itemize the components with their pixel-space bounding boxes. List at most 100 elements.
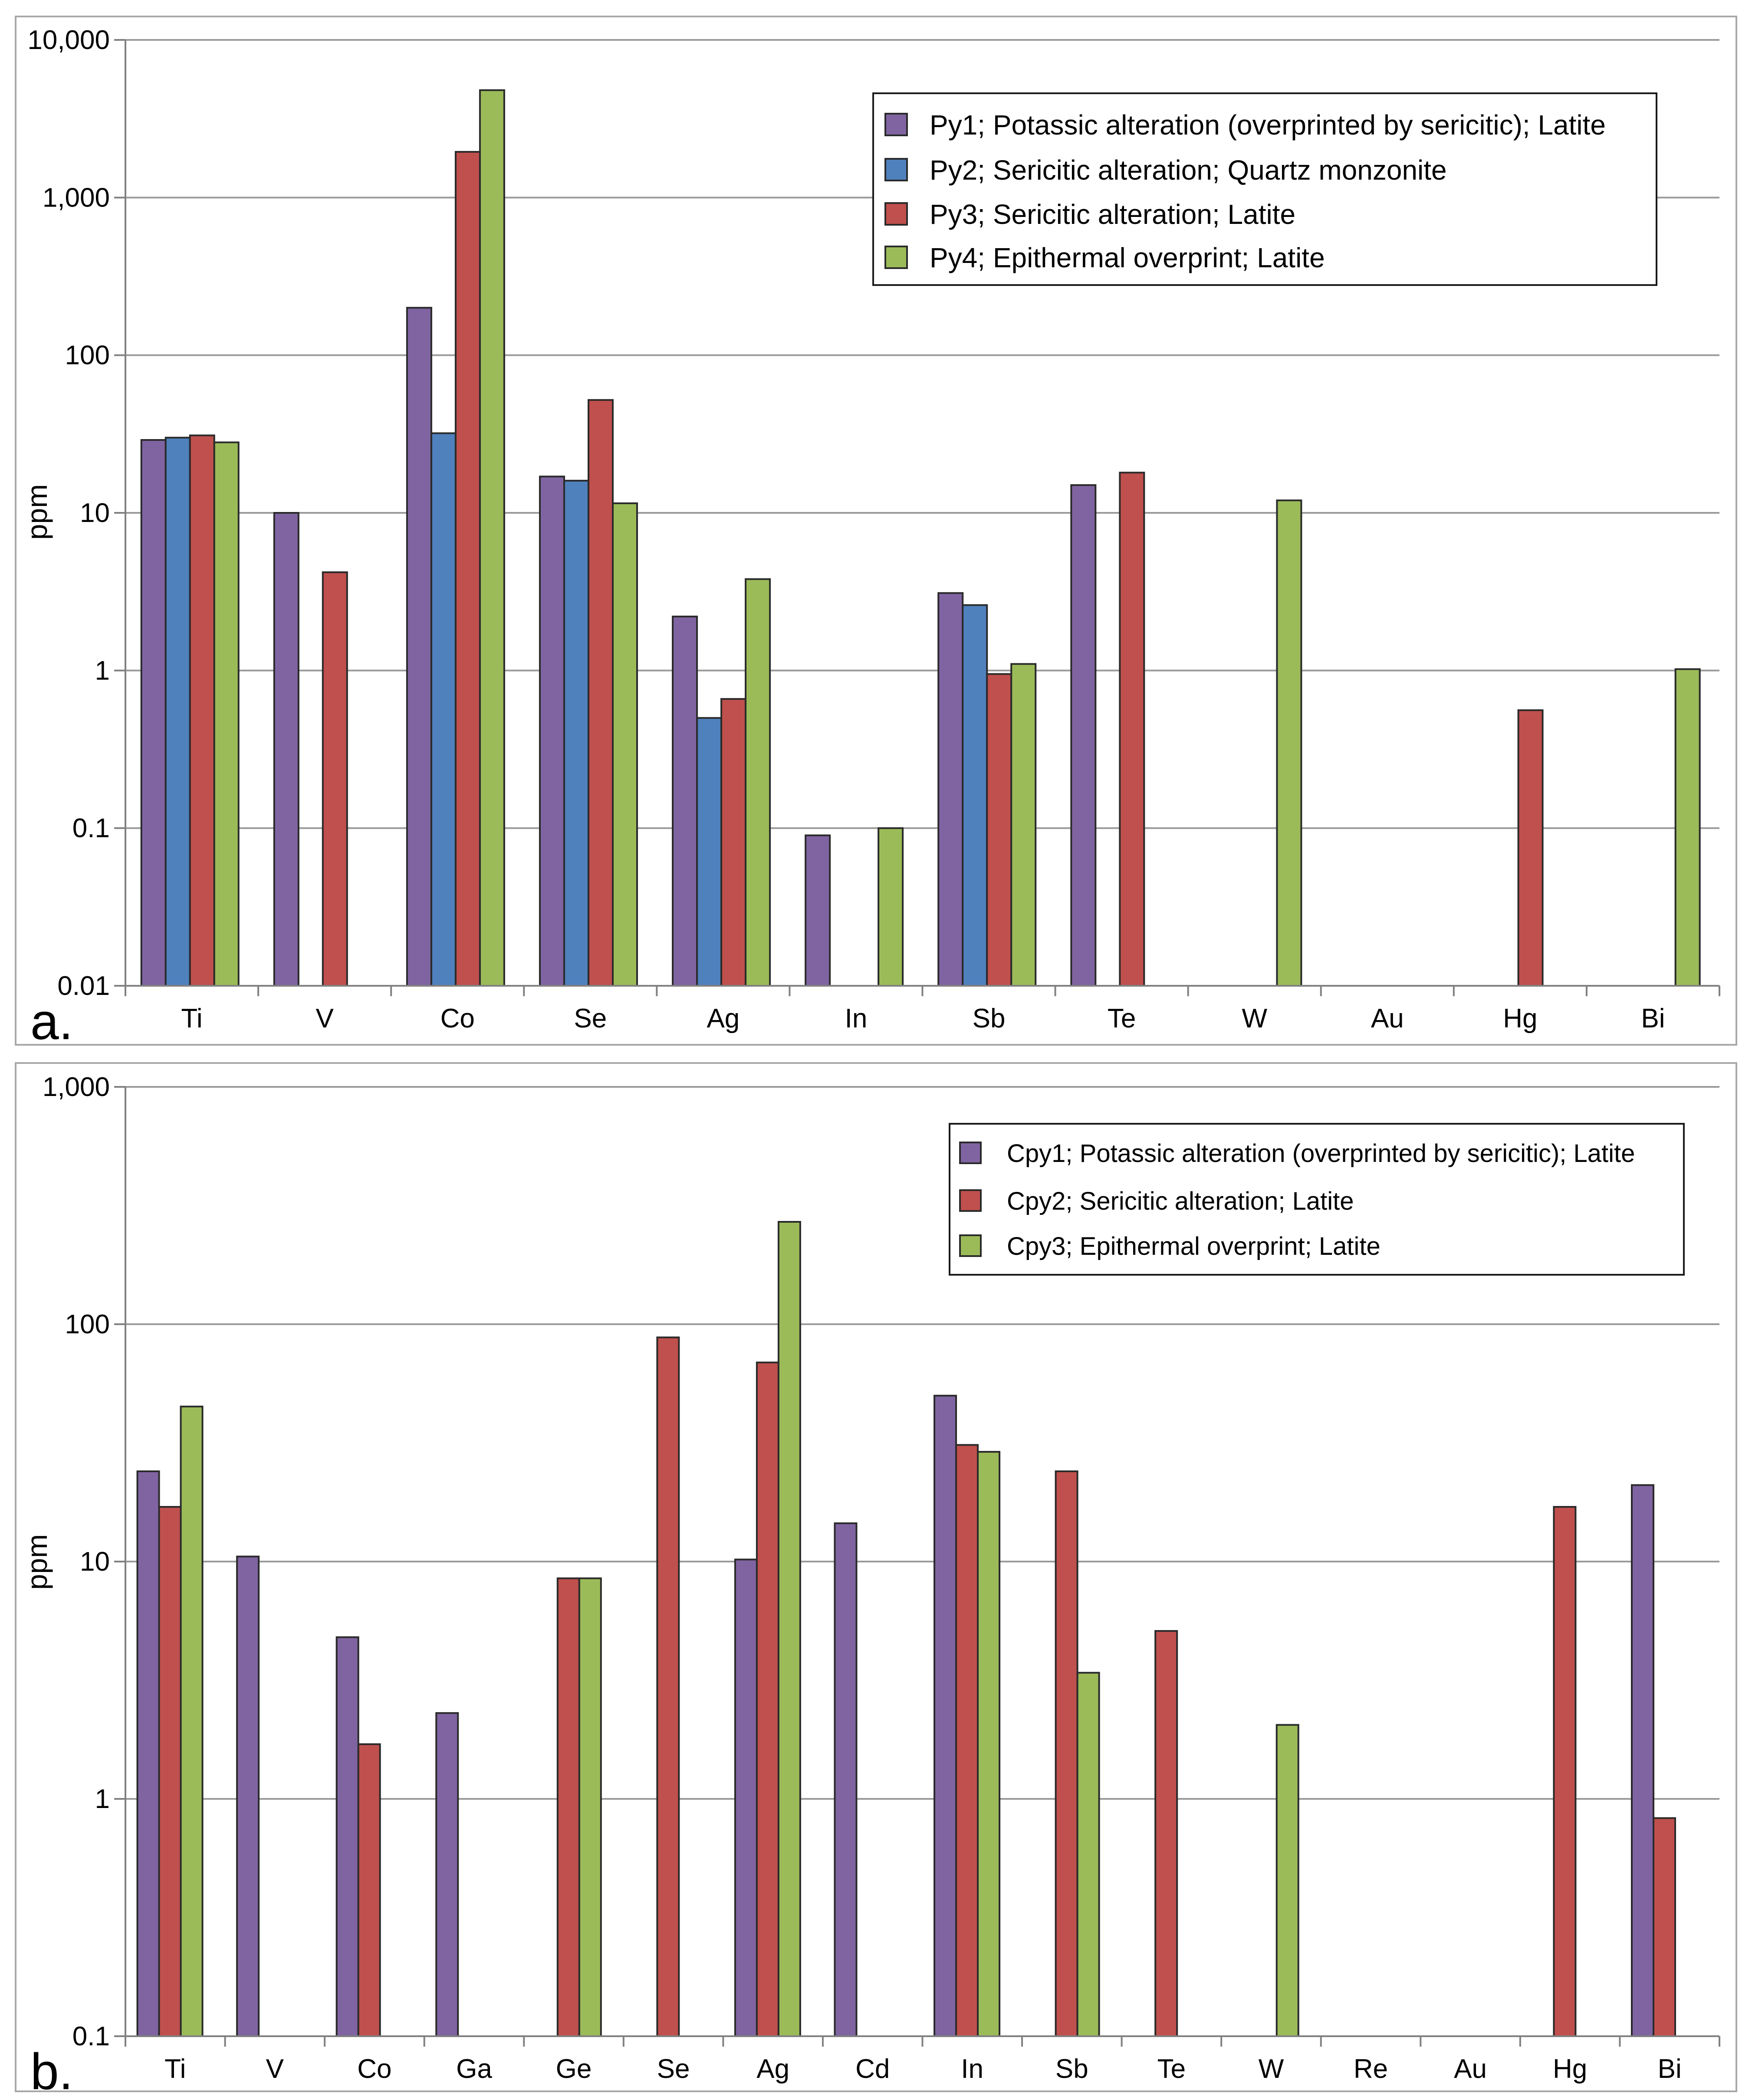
legend-swatch-py3 xyxy=(884,202,908,226)
bar-ag-s1 xyxy=(734,1559,758,2037)
bar-in-s1 xyxy=(934,1395,957,2037)
legend-label-cpy2: Cpy2; Sericitic alteration; Latite xyxy=(1007,1187,1354,1215)
x-tick-label-te: Te xyxy=(1108,1004,1136,1034)
x-tick-label-sb: Sb xyxy=(1055,2054,1088,2084)
panel-a-legend-frame xyxy=(872,92,1657,286)
bar-sb-s1 xyxy=(937,592,964,987)
bar-ag-s1 xyxy=(672,615,698,987)
legend-label-cpy3: Cpy3; Epithermal overprint; Latite xyxy=(1007,1232,1381,1260)
panel-b-y-axis-title: ppm xyxy=(21,1534,53,1590)
bar-sb-s2 xyxy=(1055,1470,1078,2037)
bar-v-s1 xyxy=(236,1555,260,2037)
panel-b: 0.1 1 10 100 1,000 Ti V Co Ga Ge Se Ag Cd In Sb Te W Re A… xyxy=(15,1062,1737,2100)
legend-swatch-py1 xyxy=(884,113,908,136)
x-tick-label-hg: Hg xyxy=(1503,1004,1537,1034)
panel-b-xticks: Ti V Co Ga Ge Se Ag Cd In Sb Te W Re Au Hg Bi xyxy=(164,2054,1682,2084)
y-tick-label: 10,000 xyxy=(27,25,110,55)
x-tick-label-hg: Hg xyxy=(1553,2054,1587,2084)
bar-ag-s2 xyxy=(696,717,723,987)
x-tick-label-w: W xyxy=(1259,2054,1284,2084)
bar-co-s4 xyxy=(479,89,505,987)
bar-hg-s2 xyxy=(1553,1506,1577,2037)
legend-swatch-cpy3 xyxy=(959,1234,982,1257)
bar-ga-s1 xyxy=(435,1712,459,2037)
bar-bi-s4 xyxy=(1674,668,1701,987)
bar-sb-s3 xyxy=(986,673,1012,987)
bar-co-s1 xyxy=(406,307,432,987)
x-tick-label-ti: Ti xyxy=(181,1004,202,1034)
legend-swatch-py2 xyxy=(884,158,908,181)
legend-swatch-cpy2 xyxy=(959,1189,982,1212)
x-tick-label-te: Te xyxy=(1157,2054,1186,2084)
x-tick-label-in: In xyxy=(961,2054,983,2084)
x-tick-label-re: Re xyxy=(1354,2054,1388,2084)
x-tick-label-ga: Ga xyxy=(456,2054,492,2084)
x-tick-label-ti: Ti xyxy=(164,2054,186,2084)
x-tick-label-co: Co xyxy=(440,1004,475,1034)
x-tick-label-w: W xyxy=(1242,1004,1267,1034)
bar-bi-s2 xyxy=(1652,1817,1676,2037)
bar-se-s1 xyxy=(539,476,565,987)
bar-ti-s4 xyxy=(213,441,240,987)
panel-b-bars xyxy=(136,1221,1676,2038)
legend-label-cpy1: Cpy1; Potassic alteration (overprinted b… xyxy=(1007,1139,1635,1168)
bar-te-s3 xyxy=(1119,472,1145,987)
x-tick-label-ag: Ag xyxy=(707,1004,740,1034)
bar-in-s4 xyxy=(878,827,904,987)
bar-se-s3 xyxy=(587,399,614,987)
x-tick-label-in: In xyxy=(845,1004,868,1034)
bar-ag-s4 xyxy=(745,578,771,987)
y-tick-label: 100 xyxy=(65,1309,110,1339)
bar-ag-s2 xyxy=(756,1362,779,2038)
panel-b-legend: Cpy1; Potassic alteration (overprinted b… xyxy=(949,1123,1685,1276)
panel-b-label: b. xyxy=(30,2043,73,2100)
legend-swatch-py4 xyxy=(884,246,908,269)
bar-v-s3 xyxy=(322,571,348,987)
legend-label-py4: Py4; Epithermal overprint; Latite xyxy=(930,242,1325,273)
bar-in-s2 xyxy=(955,1444,979,2037)
bar-sb-s3 xyxy=(1076,1672,1100,2037)
bar-v-s1 xyxy=(273,512,299,987)
bar-sb-s2 xyxy=(962,604,988,987)
bar-sb-s4 xyxy=(1010,663,1037,987)
bar-co-s3 xyxy=(454,151,481,987)
bar-se-s2 xyxy=(563,479,589,987)
x-tick-label-au: Au xyxy=(1454,2054,1487,2084)
x-tick-label-v: V xyxy=(266,2054,284,2084)
panel-a-axes xyxy=(114,39,1720,996)
bar-in-s3 xyxy=(977,1451,1001,2038)
bar-ag-s3 xyxy=(720,698,747,987)
bar-se-s2 xyxy=(656,1336,680,2037)
bar-cd-s1 xyxy=(834,1522,858,2037)
x-tick-label-ge: Ge xyxy=(556,2054,592,2084)
y-tick-label: 0.1 xyxy=(72,2021,110,2051)
y-tick-label: 1 xyxy=(95,1784,110,1814)
legend-label-py1: Py1; Potassic alteration (overprinted by… xyxy=(930,109,1606,141)
x-tick-label-ag: Ag xyxy=(756,2054,789,2084)
x-tick-label-cd: Cd xyxy=(855,2054,890,2084)
panel-a: 0.01 0.1 1 10 100 1,000 10,000 Ti V Co Se Ag In Sb Te… xyxy=(15,16,1737,1050)
bar-bi-s1 xyxy=(1630,1484,1654,2037)
y-tick-label: 10 xyxy=(80,1547,110,1577)
panel-b-grid xyxy=(125,1086,1719,1800)
x-tick-label-bi: Bi xyxy=(1641,1004,1665,1034)
y-tick-label: 1 xyxy=(95,656,110,686)
x-tick-label-au: Au xyxy=(1371,1004,1404,1034)
bar-in-s1 xyxy=(805,834,831,987)
panel-b-axes xyxy=(114,1086,1720,2047)
bar-te-s2 xyxy=(1154,1630,1178,2038)
legend-swatch-cpy1 xyxy=(959,1142,982,1164)
bar-ge-s3 xyxy=(578,1577,602,2038)
y-tick-label: 100 xyxy=(65,341,110,371)
legend-label-py3: Py3; Sericitic alteration; Latite xyxy=(930,199,1295,230)
legend-label-py2: Py2; Sericitic alteration; Quartz monzon… xyxy=(930,154,1447,186)
y-tick-label: 0.01 xyxy=(57,971,110,1001)
y-tick-label: 1,000 xyxy=(43,183,110,213)
x-tick-label-se: Se xyxy=(574,1004,607,1034)
x-tick-label-se: Se xyxy=(657,2054,690,2084)
bar-co-s1 xyxy=(335,1636,359,2038)
bar-co-s2 xyxy=(430,432,457,987)
bar-ti-s1 xyxy=(140,439,167,987)
bar-ti-s3 xyxy=(189,434,215,987)
